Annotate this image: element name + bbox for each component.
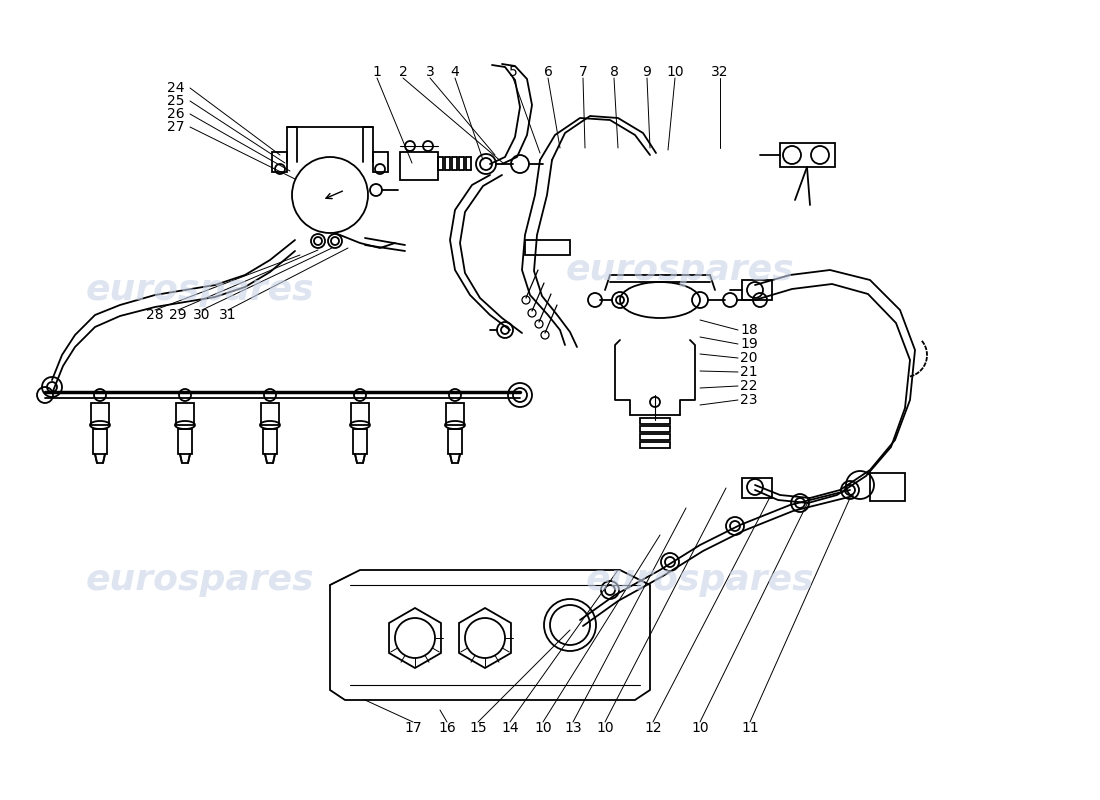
Text: 10: 10 <box>667 65 684 79</box>
Text: 2: 2 <box>398 65 407 79</box>
Bar <box>640 426 670 432</box>
Text: eurospares: eurospares <box>86 563 315 597</box>
Text: 7: 7 <box>579 65 587 79</box>
Text: eurospares: eurospares <box>86 273 315 307</box>
Text: 13: 13 <box>564 721 582 735</box>
Text: 27: 27 <box>167 120 185 134</box>
Text: 11: 11 <box>741 721 759 735</box>
Text: 14: 14 <box>502 721 519 735</box>
Text: 25: 25 <box>167 94 185 108</box>
Text: 12: 12 <box>645 721 662 735</box>
Bar <box>353 429 367 454</box>
Text: 21: 21 <box>740 365 758 379</box>
Text: 10: 10 <box>596 721 614 735</box>
Text: 1: 1 <box>373 65 382 79</box>
Bar <box>263 429 277 454</box>
Text: 26: 26 <box>167 107 185 121</box>
Text: 32: 32 <box>712 65 728 79</box>
Text: 15: 15 <box>470 721 487 735</box>
Text: 4: 4 <box>451 65 460 79</box>
Bar <box>640 418 670 424</box>
Text: 30: 30 <box>194 308 211 322</box>
Text: 18: 18 <box>740 323 758 337</box>
Bar <box>351 403 369 425</box>
Bar <box>742 280 772 300</box>
Text: 23: 23 <box>740 393 758 407</box>
Bar <box>742 478 772 498</box>
Text: eurospares: eurospares <box>585 563 814 597</box>
Bar <box>178 429 192 454</box>
Text: 8: 8 <box>609 65 618 79</box>
Bar <box>94 429 107 454</box>
Text: 31: 31 <box>219 308 236 322</box>
Bar <box>525 240 570 255</box>
Text: 10: 10 <box>691 721 708 735</box>
Bar <box>640 434 670 440</box>
Bar <box>91 403 109 425</box>
Bar <box>272 152 287 172</box>
Text: 22: 22 <box>740 379 758 393</box>
Bar <box>176 403 194 425</box>
Text: 24: 24 <box>167 81 185 95</box>
Bar <box>448 429 462 454</box>
Bar <box>373 152 388 172</box>
Text: 6: 6 <box>543 65 552 79</box>
Text: 9: 9 <box>642 65 651 79</box>
Text: 20: 20 <box>740 351 758 365</box>
Text: eurospares: eurospares <box>565 253 794 287</box>
Bar <box>870 473 905 501</box>
Bar <box>261 403 279 425</box>
Text: 19: 19 <box>740 337 758 351</box>
Text: 17: 17 <box>404 721 421 735</box>
Bar <box>400 152 438 180</box>
Bar <box>446 403 464 425</box>
Bar <box>780 143 835 167</box>
Text: 16: 16 <box>438 721 455 735</box>
Bar <box>640 442 670 448</box>
Text: 28: 28 <box>146 308 164 322</box>
Text: 10: 10 <box>535 721 552 735</box>
Text: 3: 3 <box>426 65 434 79</box>
Text: 29: 29 <box>169 308 187 322</box>
Text: 5: 5 <box>508 65 517 79</box>
